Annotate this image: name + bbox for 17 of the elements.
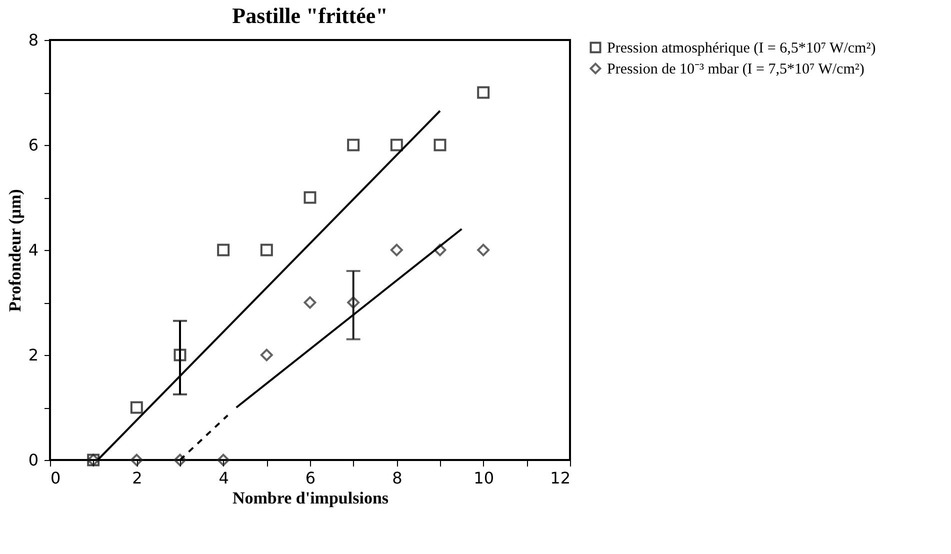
y-tick-label: 8 bbox=[28, 30, 38, 50]
y-tick-label: 0 bbox=[28, 450, 38, 470]
legend-label: Pression atmosphérique (I = 6,5*10⁷ W/cm²) bbox=[607, 40, 876, 56]
x-tick-label: 12 bbox=[550, 468, 570, 488]
y-tick-label: 6 bbox=[28, 136, 38, 154]
x-tick-label: 0 bbox=[50, 468, 61, 488]
x-axis-title: Nombre d'impulsions bbox=[232, 488, 389, 508]
x-tick-label: 6 bbox=[305, 468, 316, 488]
legend-label: Pression de 10⁻³ mbar (I = 7,5*10⁷ W/cm²) bbox=[607, 62, 864, 78]
y-axis-title: Profondeur (μm) bbox=[5, 189, 24, 312]
x-tick-label: 4 bbox=[218, 468, 229, 488]
x-tick-label: 2 bbox=[132, 468, 142, 488]
y-tick-label: 4 bbox=[28, 240, 38, 260]
y-tick-label: 2 bbox=[28, 346, 38, 364]
chart-title: Pastille "frittée" bbox=[232, 3, 388, 28]
x-tick-label: 10 bbox=[474, 468, 494, 488]
x-tick-label: 8 bbox=[392, 468, 402, 488]
